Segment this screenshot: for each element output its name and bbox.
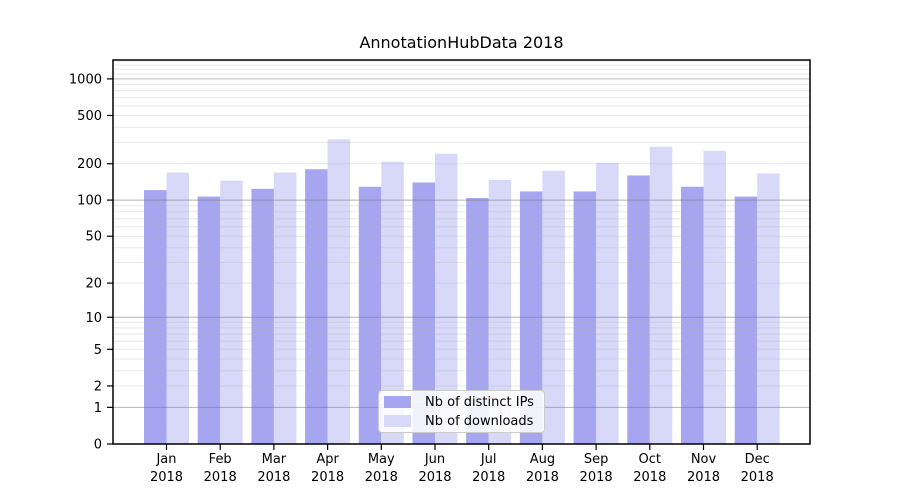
y-tick-label: 1 <box>94 401 102 416</box>
y-tick-label: 10 <box>85 311 102 326</box>
x-tick-label-year: 2018 <box>687 470 720 485</box>
x-tick-label-month: Jul <box>480 452 497 467</box>
x-tick-label-month: Dec <box>745 452 770 467</box>
bar-distinct-ips <box>197 196 221 444</box>
x-tick-label-year: 2018 <box>204 470 237 485</box>
bar-downloads <box>381 161 404 445</box>
bar-distinct-ips <box>251 188 274 444</box>
x-tick-label-year: 2018 <box>150 470 183 485</box>
x-tick-label-year: 2018 <box>257 470 290 485</box>
bar-downloads <box>273 172 297 444</box>
bar-downloads <box>166 172 189 444</box>
x-tick-label-year: 2018 <box>365 470 398 485</box>
x-tick-label-year: 2018 <box>472 470 505 485</box>
x-tick-label-month: Apr <box>316 452 339 467</box>
bar-distinct-ips <box>734 196 758 444</box>
bar-downloads <box>488 179 512 444</box>
x-tick-label-month: Sep <box>584 452 609 467</box>
legend: Nb of distinct IPs Nb of downloads <box>378 390 545 433</box>
bar-downloads <box>327 139 351 444</box>
legend-item-downloads: Nb of downloads <box>384 413 544 429</box>
bar-downloads <box>542 170 565 444</box>
x-tick-label-month: May <box>368 452 395 467</box>
bar-distinct-ips <box>305 169 328 445</box>
bar-downloads <box>649 146 673 444</box>
x-tick-label-month: Jan <box>155 452 176 467</box>
bar-downloads <box>596 162 619 444</box>
y-tick-label: 20 <box>85 277 102 292</box>
bar-downloads <box>757 173 780 444</box>
x-tick-label-year: 2018 <box>311 470 344 485</box>
bar-downloads <box>220 180 243 444</box>
x-tick-label-month: Oct <box>639 452 661 467</box>
bar-downloads <box>435 153 458 444</box>
x-tick-label-month: Aug <box>530 452 555 467</box>
legend-label: Nb of distinct IPs <box>425 394 534 410</box>
x-tick-label-year: 2018 <box>741 470 774 485</box>
bar-distinct-ips <box>681 186 704 444</box>
bar-distinct-ips <box>627 175 650 445</box>
x-tick-label-year: 2018 <box>580 470 613 485</box>
legend-swatch-distinct-ips <box>384 396 411 408</box>
y-tick-label: 50 <box>85 230 102 245</box>
bar-distinct-ips <box>466 198 489 444</box>
bar-distinct-ips <box>358 186 382 444</box>
chart-title: AnnotationHubData 2018 <box>359 33 564 52</box>
plot-frame <box>112 59 811 445</box>
legend-swatch-downloads <box>384 415 411 427</box>
bar-distinct-ips <box>412 182 435 444</box>
legend-label: Nb of downloads <box>425 413 534 429</box>
legend-item-distinct-ips: Nb of distinct IPs <box>384 394 544 410</box>
bar-downloads <box>703 150 726 444</box>
y-tick-label: 1000 <box>69 72 102 87</box>
y-tick-label: 500 <box>77 109 102 124</box>
y-tick-label: 2 <box>94 379 102 394</box>
x-tick-label-year: 2018 <box>633 470 666 485</box>
x-tick-label-month: Feb <box>209 452 232 467</box>
x-tick-label-month: Jun <box>424 452 445 467</box>
y-tick-label: 100 <box>77 194 102 209</box>
y-tick-label: 200 <box>77 157 102 172</box>
x-tick-label-month: Nov <box>691 452 717 467</box>
y-tick-label: 0 <box>94 438 102 453</box>
x-tick-label-year: 2018 <box>418 470 451 485</box>
y-tick-label: 5 <box>94 343 102 358</box>
x-tick-label-month: Mar <box>262 452 287 467</box>
x-tick-label-year: 2018 <box>526 470 559 485</box>
